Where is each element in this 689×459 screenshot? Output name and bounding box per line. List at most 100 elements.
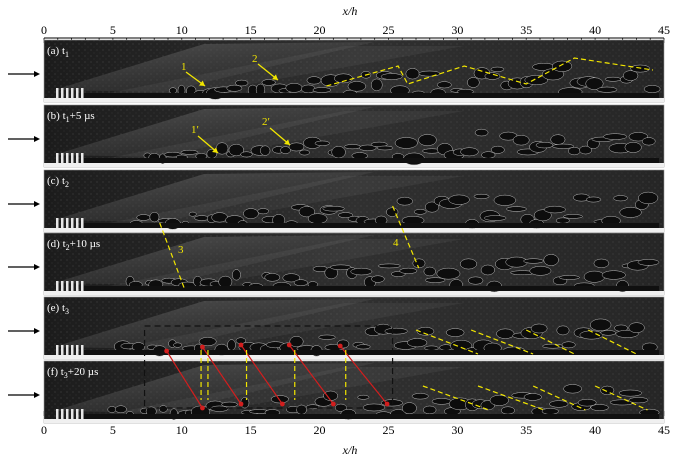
red-marker bbox=[200, 405, 205, 411]
spray-blob bbox=[601, 270, 626, 280]
injector-post bbox=[71, 88, 74, 98]
injector-post bbox=[81, 153, 84, 163]
spray-blob bbox=[114, 405, 127, 414]
panel-label-text: (e) t bbox=[47, 302, 65, 314]
bottom-tick-label: 5 bbox=[110, 423, 116, 437]
wall-jet bbox=[84, 286, 659, 291]
top-tick-label: 25 bbox=[382, 23, 394, 37]
panel-c: (c) t2 bbox=[43, 169, 665, 233]
spray-blob bbox=[496, 328, 515, 339]
annotation-2-arrow-head bbox=[272, 74, 278, 80]
light-streak bbox=[104, 239, 464, 287]
spray-blob bbox=[638, 191, 659, 205]
trajectory-e bbox=[525, 329, 575, 355]
injector-post bbox=[76, 409, 79, 419]
spray-blob bbox=[425, 277, 446, 283]
spray-blob bbox=[259, 145, 271, 156]
spray-blob bbox=[418, 70, 441, 77]
top-tick-label: 15 bbox=[245, 23, 257, 37]
spray-blob bbox=[468, 276, 484, 285]
bottom-tick-label: 10 bbox=[176, 423, 188, 437]
spray-blob bbox=[149, 211, 160, 223]
panel-label: (e) t3 bbox=[47, 302, 69, 316]
panel-label-sub: 2 bbox=[65, 180, 69, 189]
wall-jet bbox=[84, 93, 659, 98]
spray-blob bbox=[596, 86, 618, 93]
spray-blob bbox=[490, 145, 505, 154]
annotation-3: 3 bbox=[178, 244, 184, 256]
spray-blob bbox=[411, 393, 429, 400]
injector-post bbox=[61, 281, 64, 291]
spray-blob bbox=[264, 273, 281, 282]
injector-post bbox=[66, 88, 69, 98]
light-streak bbox=[54, 235, 374, 285]
panel-label-text: (b) t bbox=[47, 110, 66, 122]
injector-post bbox=[81, 88, 84, 98]
wall-jet bbox=[84, 414, 659, 419]
panel-label-sub: 2 bbox=[66, 243, 70, 252]
spray-blob bbox=[357, 394, 370, 400]
trajectory-f bbox=[477, 385, 545, 411]
annotation-2-prime-arrow-head bbox=[284, 139, 290, 145]
spray-blob bbox=[474, 128, 489, 137]
injector-post bbox=[56, 153, 59, 163]
panel-label-text: (d) t bbox=[47, 238, 66, 250]
flow-arrow bbox=[8, 328, 40, 334]
top-tick-label: 20 bbox=[314, 23, 326, 37]
red-marker bbox=[384, 401, 390, 407]
spray-blob bbox=[261, 79, 276, 86]
light-streak bbox=[54, 107, 374, 157]
spray-blob bbox=[221, 401, 238, 408]
spray-blob bbox=[355, 344, 371, 350]
injector-post bbox=[81, 345, 84, 355]
annotation-4: 4 bbox=[393, 237, 399, 249]
bottom-tick-label: 25 bbox=[382, 423, 394, 437]
annotation-1: 1 bbox=[181, 61, 187, 73]
red-track bbox=[166, 350, 203, 409]
spray-blob bbox=[460, 147, 479, 157]
spray-blob bbox=[210, 405, 229, 412]
spray-blob bbox=[493, 194, 516, 206]
spray-blob bbox=[350, 267, 373, 276]
annotation-2: 2 bbox=[252, 53, 258, 65]
panel-label-sub: 3 bbox=[64, 371, 68, 380]
light-streak bbox=[104, 111, 464, 159]
spray-blob bbox=[436, 267, 461, 280]
annotation-2-prime: 2′ bbox=[262, 116, 270, 128]
spray-blob bbox=[270, 395, 289, 404]
spray-blob bbox=[180, 149, 199, 155]
spray-blob bbox=[423, 266, 436, 277]
spray-blob bbox=[386, 207, 399, 217]
spray-blob bbox=[168, 87, 177, 94]
spray-blob bbox=[473, 193, 490, 199]
spray-blob bbox=[338, 212, 354, 218]
injector-post bbox=[76, 345, 79, 355]
light-streak bbox=[54, 42, 374, 92]
red-marker bbox=[279, 401, 285, 407]
panel-label: (c) t2 bbox=[47, 175, 69, 189]
spray-blob bbox=[396, 196, 413, 206]
injector-post bbox=[71, 153, 74, 163]
spray-blob bbox=[561, 341, 576, 349]
top-tick-label: 30 bbox=[451, 23, 463, 37]
spray-blob bbox=[619, 207, 642, 218]
panel-f: (f) t3+20 µs bbox=[43, 360, 665, 424]
spray-blob bbox=[593, 258, 610, 268]
panel-label-suffix: +10 µs bbox=[70, 238, 101, 250]
trajectory-e bbox=[415, 329, 479, 355]
spray-blob bbox=[500, 406, 515, 415]
spray-blob bbox=[194, 215, 210, 221]
injector-post bbox=[61, 409, 64, 419]
spray-blob bbox=[618, 389, 642, 397]
red-marker bbox=[330, 401, 336, 407]
injector-post bbox=[71, 281, 74, 291]
spray-blob bbox=[628, 397, 649, 404]
spray-blob bbox=[424, 345, 439, 351]
red-marker bbox=[200, 344, 205, 350]
spray-blob bbox=[158, 405, 168, 413]
injector-post bbox=[76, 88, 79, 98]
spray-blob bbox=[362, 403, 386, 412]
spray-blob bbox=[583, 270, 605, 283]
spray-blob bbox=[399, 267, 418, 274]
trajectory-f bbox=[594, 385, 648, 411]
